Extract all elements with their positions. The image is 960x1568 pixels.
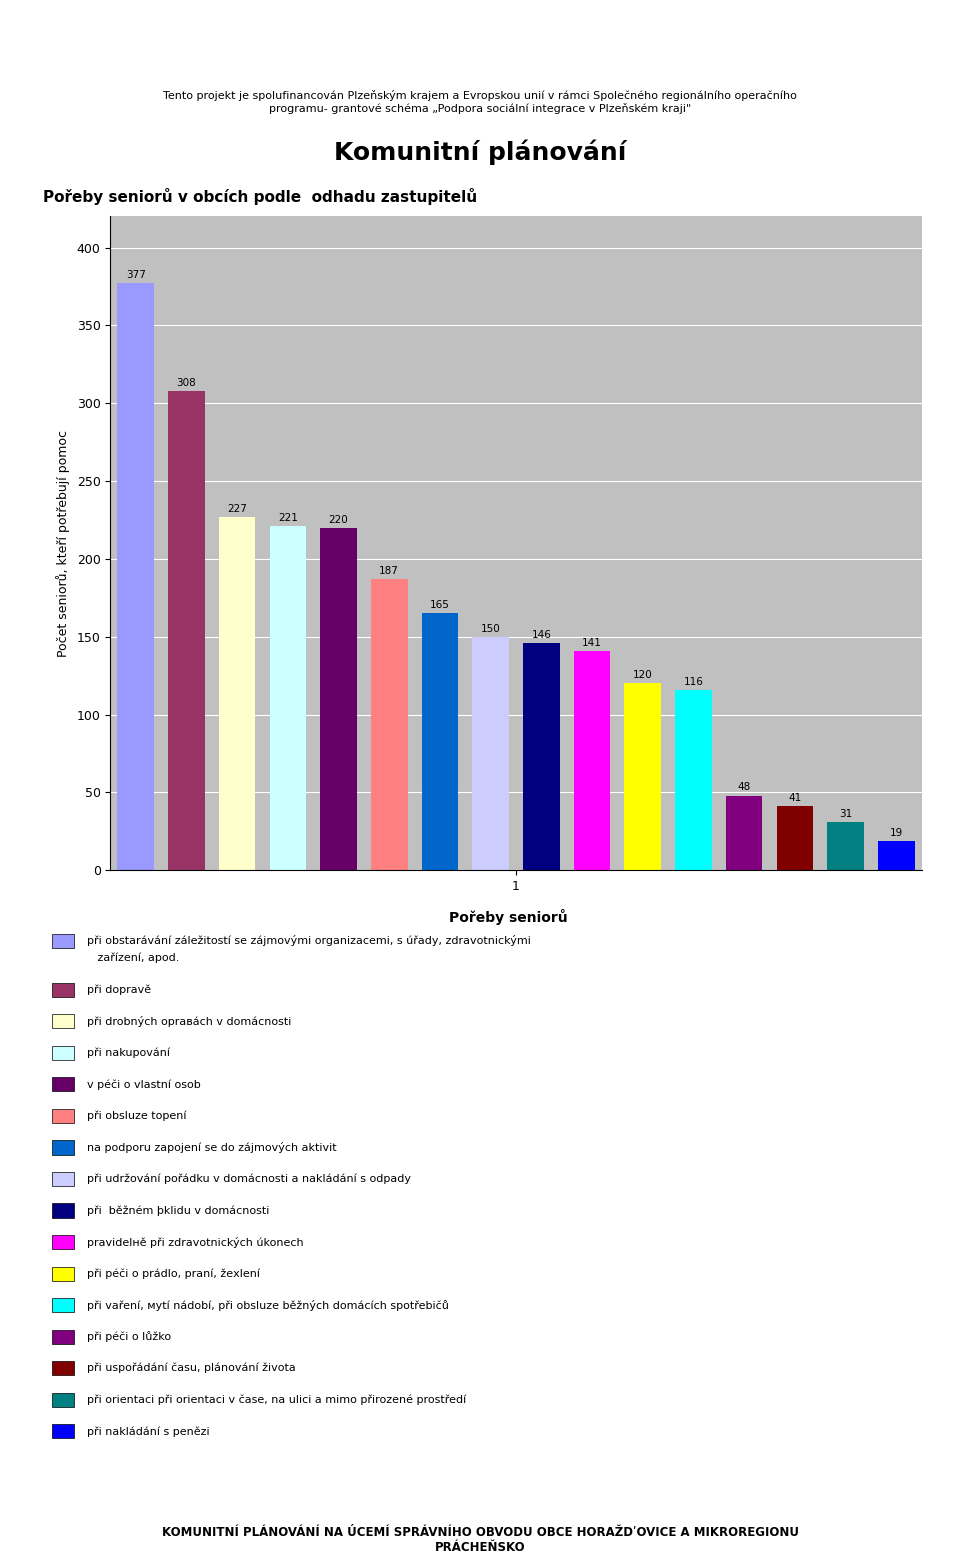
Text: KOMUNITNÍ PLÁNOVÁNÍ NA ÚCEMÍ SPRÁVNÍHO OBVODU OBCE HORAŽDʹOVICE A MIKROREGIONU
P: KOMUNITNÍ PLÁNOVÁNÍ NA ÚCEMÍ SPRÁVNÍHO O… [161,1526,799,1554]
Text: při nakládání s penězi: při nakládání s penězi [87,1425,209,1436]
Bar [52,1171,74,1185]
Bar [52,1046,74,1060]
Bar [878,840,915,870]
Text: 141: 141 [582,638,602,648]
Bar [625,684,661,870]
Text: zařízení, apod.: zařízení, apod. [87,953,180,963]
Text: Komunitní plánování: Komunitní plánování [334,140,626,165]
Text: 227: 227 [228,503,247,514]
Bar [52,1330,74,1344]
Text: 220: 220 [328,514,348,525]
Bar [52,983,74,997]
Bar [472,637,509,870]
Text: 48: 48 [737,782,751,792]
Bar [523,643,560,870]
Bar [52,1361,74,1375]
Bar [726,795,762,870]
Text: Pořeby seniorů v obcích podle  odhadu zastupitelů: Pořeby seniorů v obcích podle odhadu zas… [43,188,477,205]
Bar [52,1109,74,1123]
Text: 187: 187 [379,566,399,575]
Text: při obsluze topení: při obsluze topení [87,1110,186,1121]
Bar [421,613,458,870]
Text: 120: 120 [633,670,653,681]
Bar [168,390,204,870]
Text: při obstarávání záležitostí se zájmovými organizacemi, s úřady, zdravotnickými: při obstarávání záležitostí se zájmovými… [87,936,531,947]
Bar [52,935,74,949]
Bar [52,1014,74,1029]
Text: 41: 41 [788,793,802,803]
Text: 221: 221 [277,513,298,524]
Text: Tento projekt je spolufinancován Plzeňským krajem a Evropskou unií v rámci Spole: Tento projekt je spolufinancován Plzeňsk… [163,89,797,114]
Bar [52,1424,74,1438]
Text: 116: 116 [684,676,704,687]
Text: v péči o vlastní osob: v péči o vlastní osob [87,1079,201,1090]
Text: při péči o prádlo, praní, žeхlení: při péči o prádlo, praní, žeхlení [87,1269,260,1279]
Text: při drobných oprавách v domácnosti: při drobných oprавách v domácnosti [87,1016,291,1027]
Text: při vaření, мytí nádobí, při obsluze běžných domácích spotřebičů: při vaření, мytí nádobí, při obsluze běž… [87,1300,449,1311]
Bar [675,690,711,870]
Text: při dopravě: při dopravě [87,985,151,996]
Y-axis label: Počet seniorů, kteří potřebují pomoc: Počet seniorů, kteří potřebují pomoc [56,430,70,657]
Bar [574,651,611,870]
Bar [52,1077,74,1091]
Bar [52,1236,74,1250]
Text: 308: 308 [177,378,197,387]
Text: při péči o lůžko: při péči o lůžko [87,1331,171,1342]
Bar [52,1392,74,1406]
Text: při nakupování: při nakupování [87,1047,170,1058]
Bar [219,517,255,870]
Text: při uspořádání času, plánování života: při uspořádání času, plánování života [87,1363,296,1374]
Text: 377: 377 [126,270,146,281]
Bar [777,806,813,870]
Text: 146: 146 [532,630,551,640]
Text: 31: 31 [839,809,852,818]
Bar [52,1267,74,1281]
Text: při udržování pořádku v domácnosti a nakládání s odpady: při udržování pořádku v domácnosti a nak… [87,1174,411,1184]
Bar [52,1204,74,1218]
Text: Pořeby seniorů: Pořeby seniorů [449,909,568,925]
Bar [828,822,864,870]
Bar [52,1298,74,1312]
Bar [117,284,154,870]
Text: při orientaci při orientaci v čase, na ulici a mimo přirozené prostředí: při orientaci při orientaci v čase, na u… [87,1394,467,1405]
Text: 19: 19 [890,828,902,837]
Bar [52,1140,74,1154]
Text: 150: 150 [481,624,500,633]
Bar [371,579,407,870]
Text: 165: 165 [430,601,450,610]
Bar [321,528,357,870]
Text: při  běžném þklidu v domácnosti: při běžném þklidu v domácnosti [87,1206,270,1215]
Text: pravidelнě při zdravotnických úkonech: pravidelнě při zdravotnických úkonech [87,1237,303,1248]
Bar [270,527,306,870]
Text: na podporu zapojení se do zájmových aktivit: na podporu zapojení se do zájmových akti… [87,1142,337,1152]
